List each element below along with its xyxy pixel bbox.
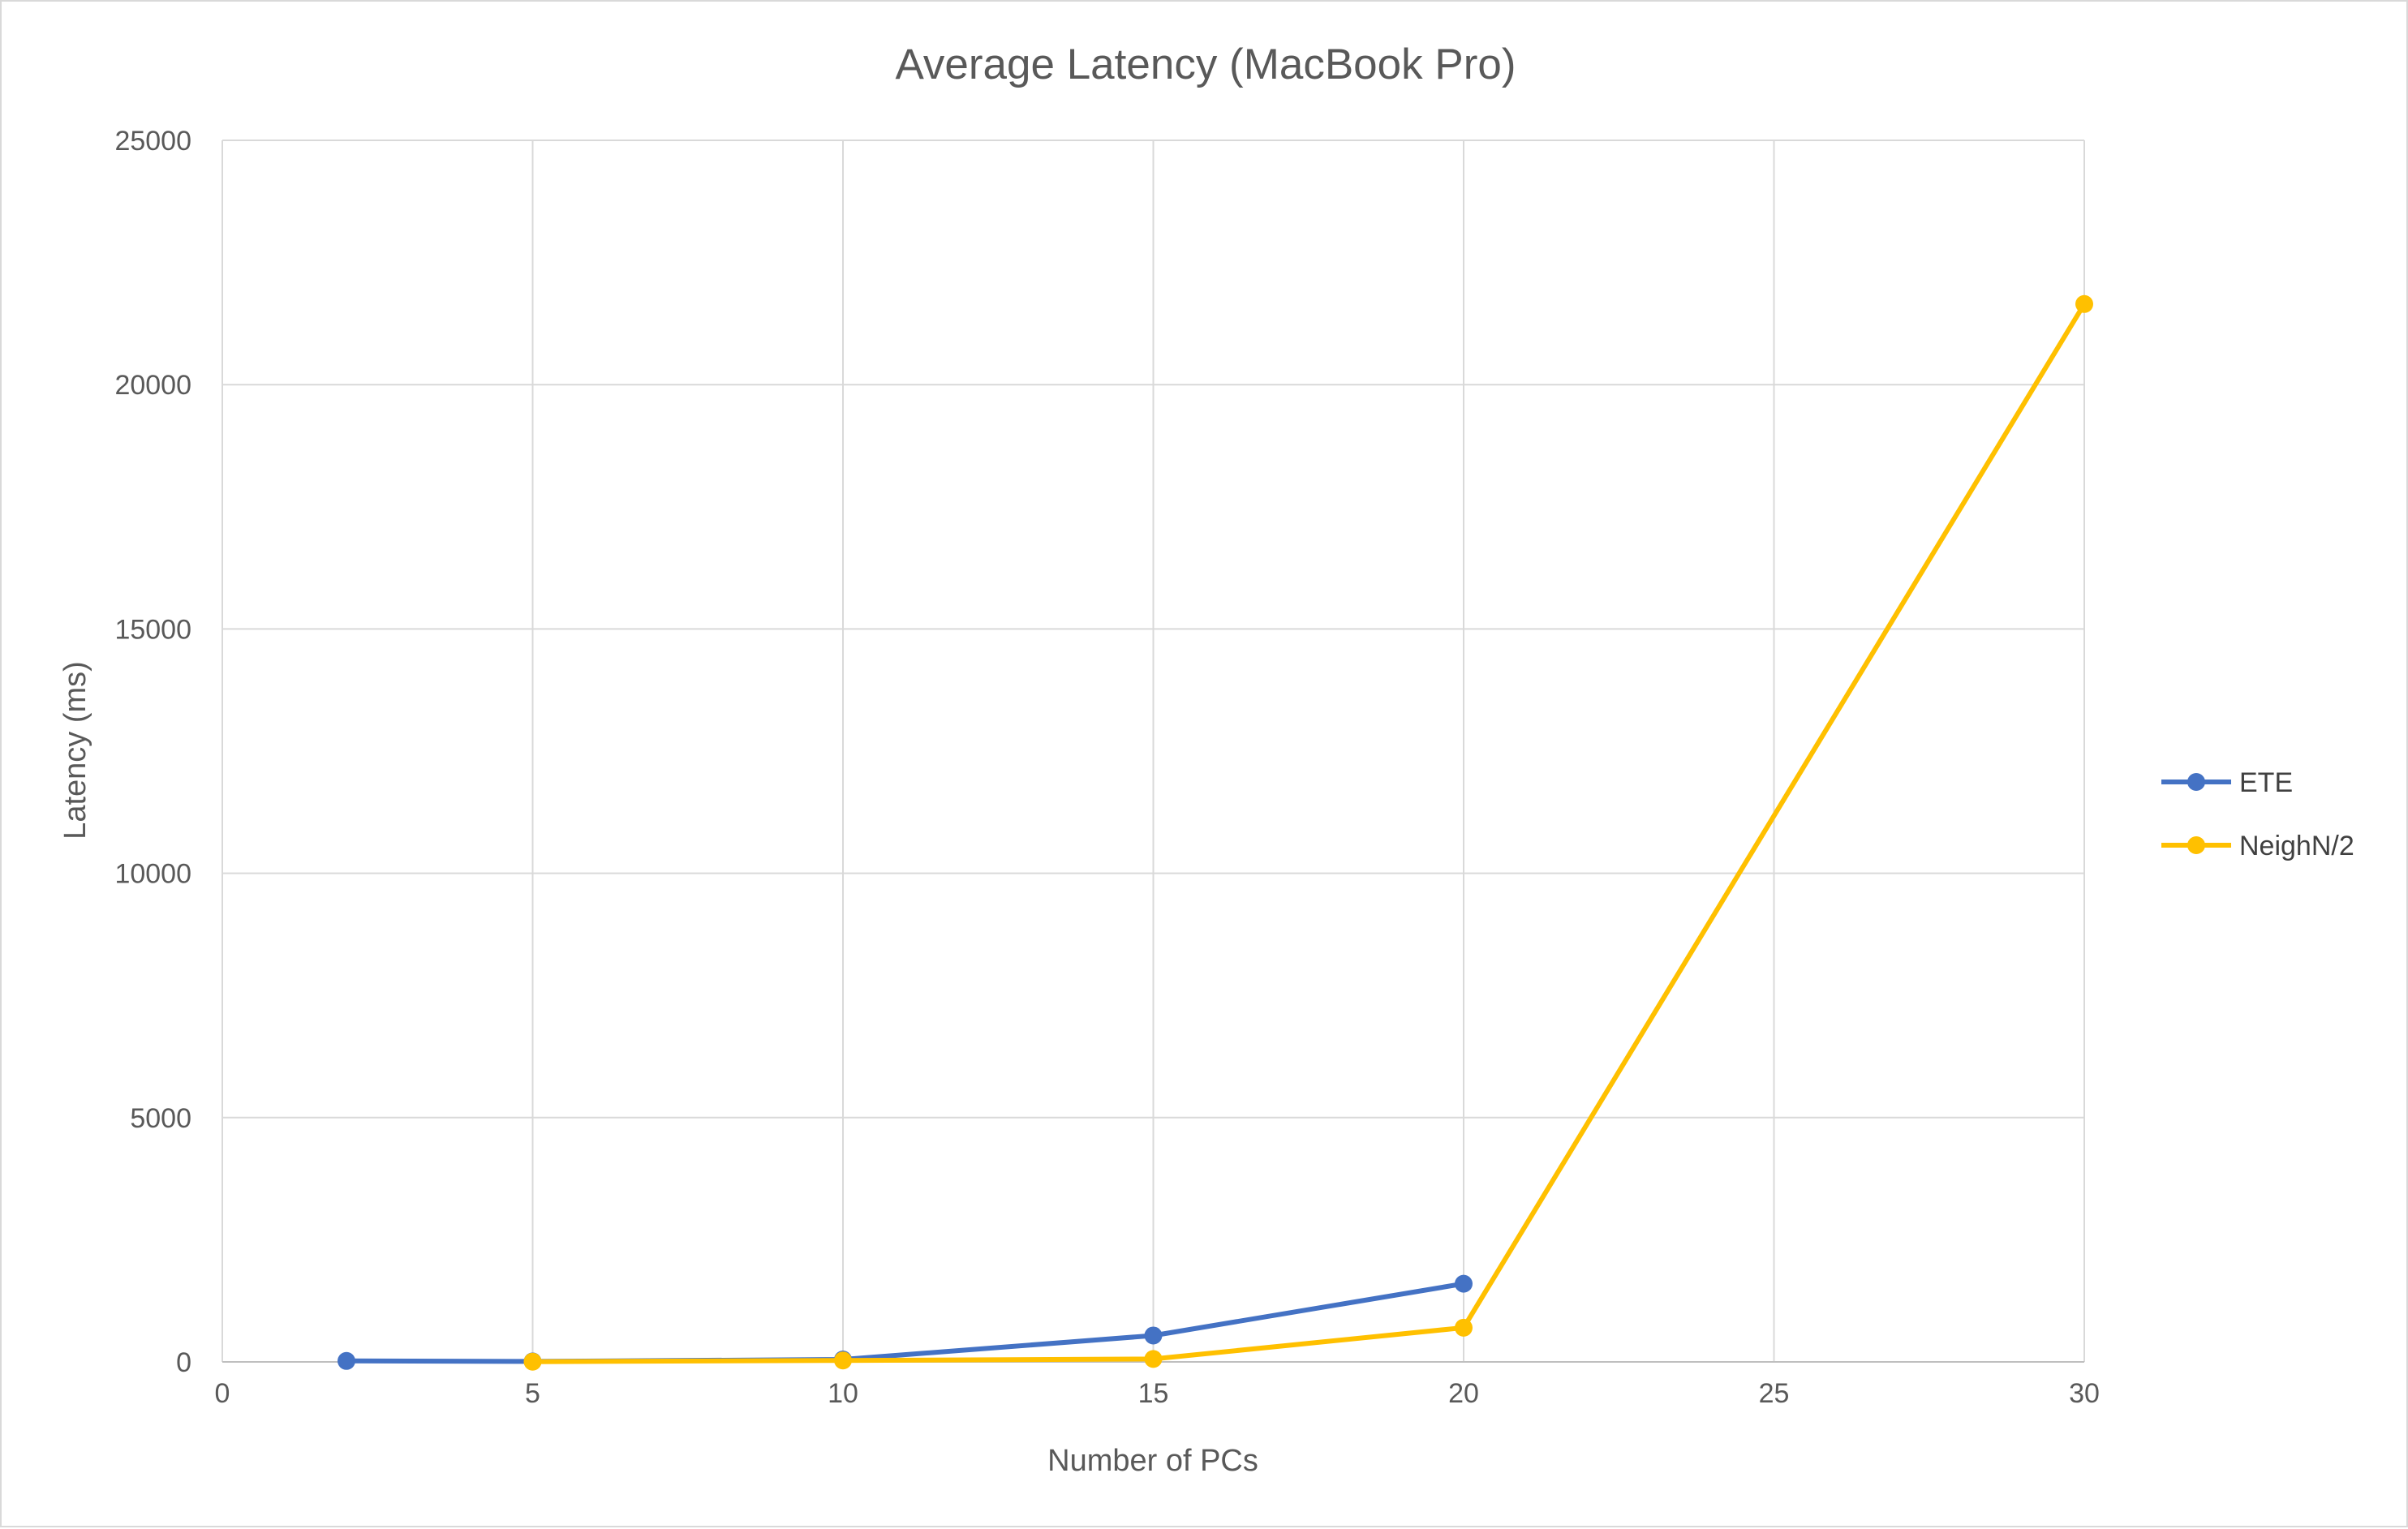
point-1-0: [523, 1352, 542, 1371]
point-1-4: [2075, 294, 2093, 313]
x-tick-labels: 0 5 10 15 20 25 30: [215, 1378, 2100, 1409]
legend-item-1: NeighN/2: [2161, 831, 2354, 861]
series-line-0: [344, 1281, 1466, 1364]
series-1: [523, 294, 2093, 1371]
vertical-gridlines: [221, 140, 2085, 1362]
series-layer: [338, 294, 2093, 1371]
x-tick-label-0: 0: [215, 1378, 230, 1409]
y-tick-labels: 0 5000 10000 15000 20000 25000: [114, 126, 191, 1378]
x-tick-label-6: 30: [2069, 1378, 2100, 1409]
x-tick-label-1: 5: [525, 1378, 540, 1409]
legend: ETE NeighN/2: [2161, 767, 2354, 861]
legend-item-0: ETE: [2161, 767, 2293, 798]
y-tick-label-3: 15000: [114, 614, 191, 645]
x-axis-title: Number of PCs: [1047, 1444, 1258, 1478]
y-tick-label-5: 25000: [114, 126, 191, 157]
x-tick-label-3: 15: [1138, 1378, 1169, 1409]
point-1-3: [1455, 1318, 1473, 1337]
y-tick-label-4: 20000: [114, 370, 191, 401]
y-tick-label-0: 0: [176, 1347, 191, 1378]
point-0-0: [338, 1351, 355, 1370]
x-tick-label-4: 20: [1448, 1378, 1479, 1409]
y-tick-label-1: 5000: [130, 1103, 191, 1134]
point-1-1: [834, 1351, 852, 1370]
legend-label-1: NeighN/2: [2239, 831, 2354, 861]
x-tick-label-2: 10: [828, 1378, 858, 1409]
chart-title: Average Latency (MacBook Pro): [896, 41, 1516, 88]
y-axis-title: Latency (ms): [58, 661, 92, 840]
point-1-2: [1144, 1350, 1163, 1368]
series-line-1: [530, 301, 2087, 1364]
point-0-3: [1144, 1326, 1163, 1345]
legend-marker-0: [2187, 773, 2205, 791]
legend-label-0: ETE: [2239, 767, 2293, 798]
x-tick-label-5: 25: [1759, 1378, 1790, 1409]
series-0: [338, 1274, 1473, 1371]
horizontal-gridlines: [222, 140, 2084, 1363]
point-0-4: [1455, 1274, 1473, 1293]
legend-marker-1: [2187, 836, 2205, 854]
y-tick-label-2: 10000: [114, 859, 191, 890]
